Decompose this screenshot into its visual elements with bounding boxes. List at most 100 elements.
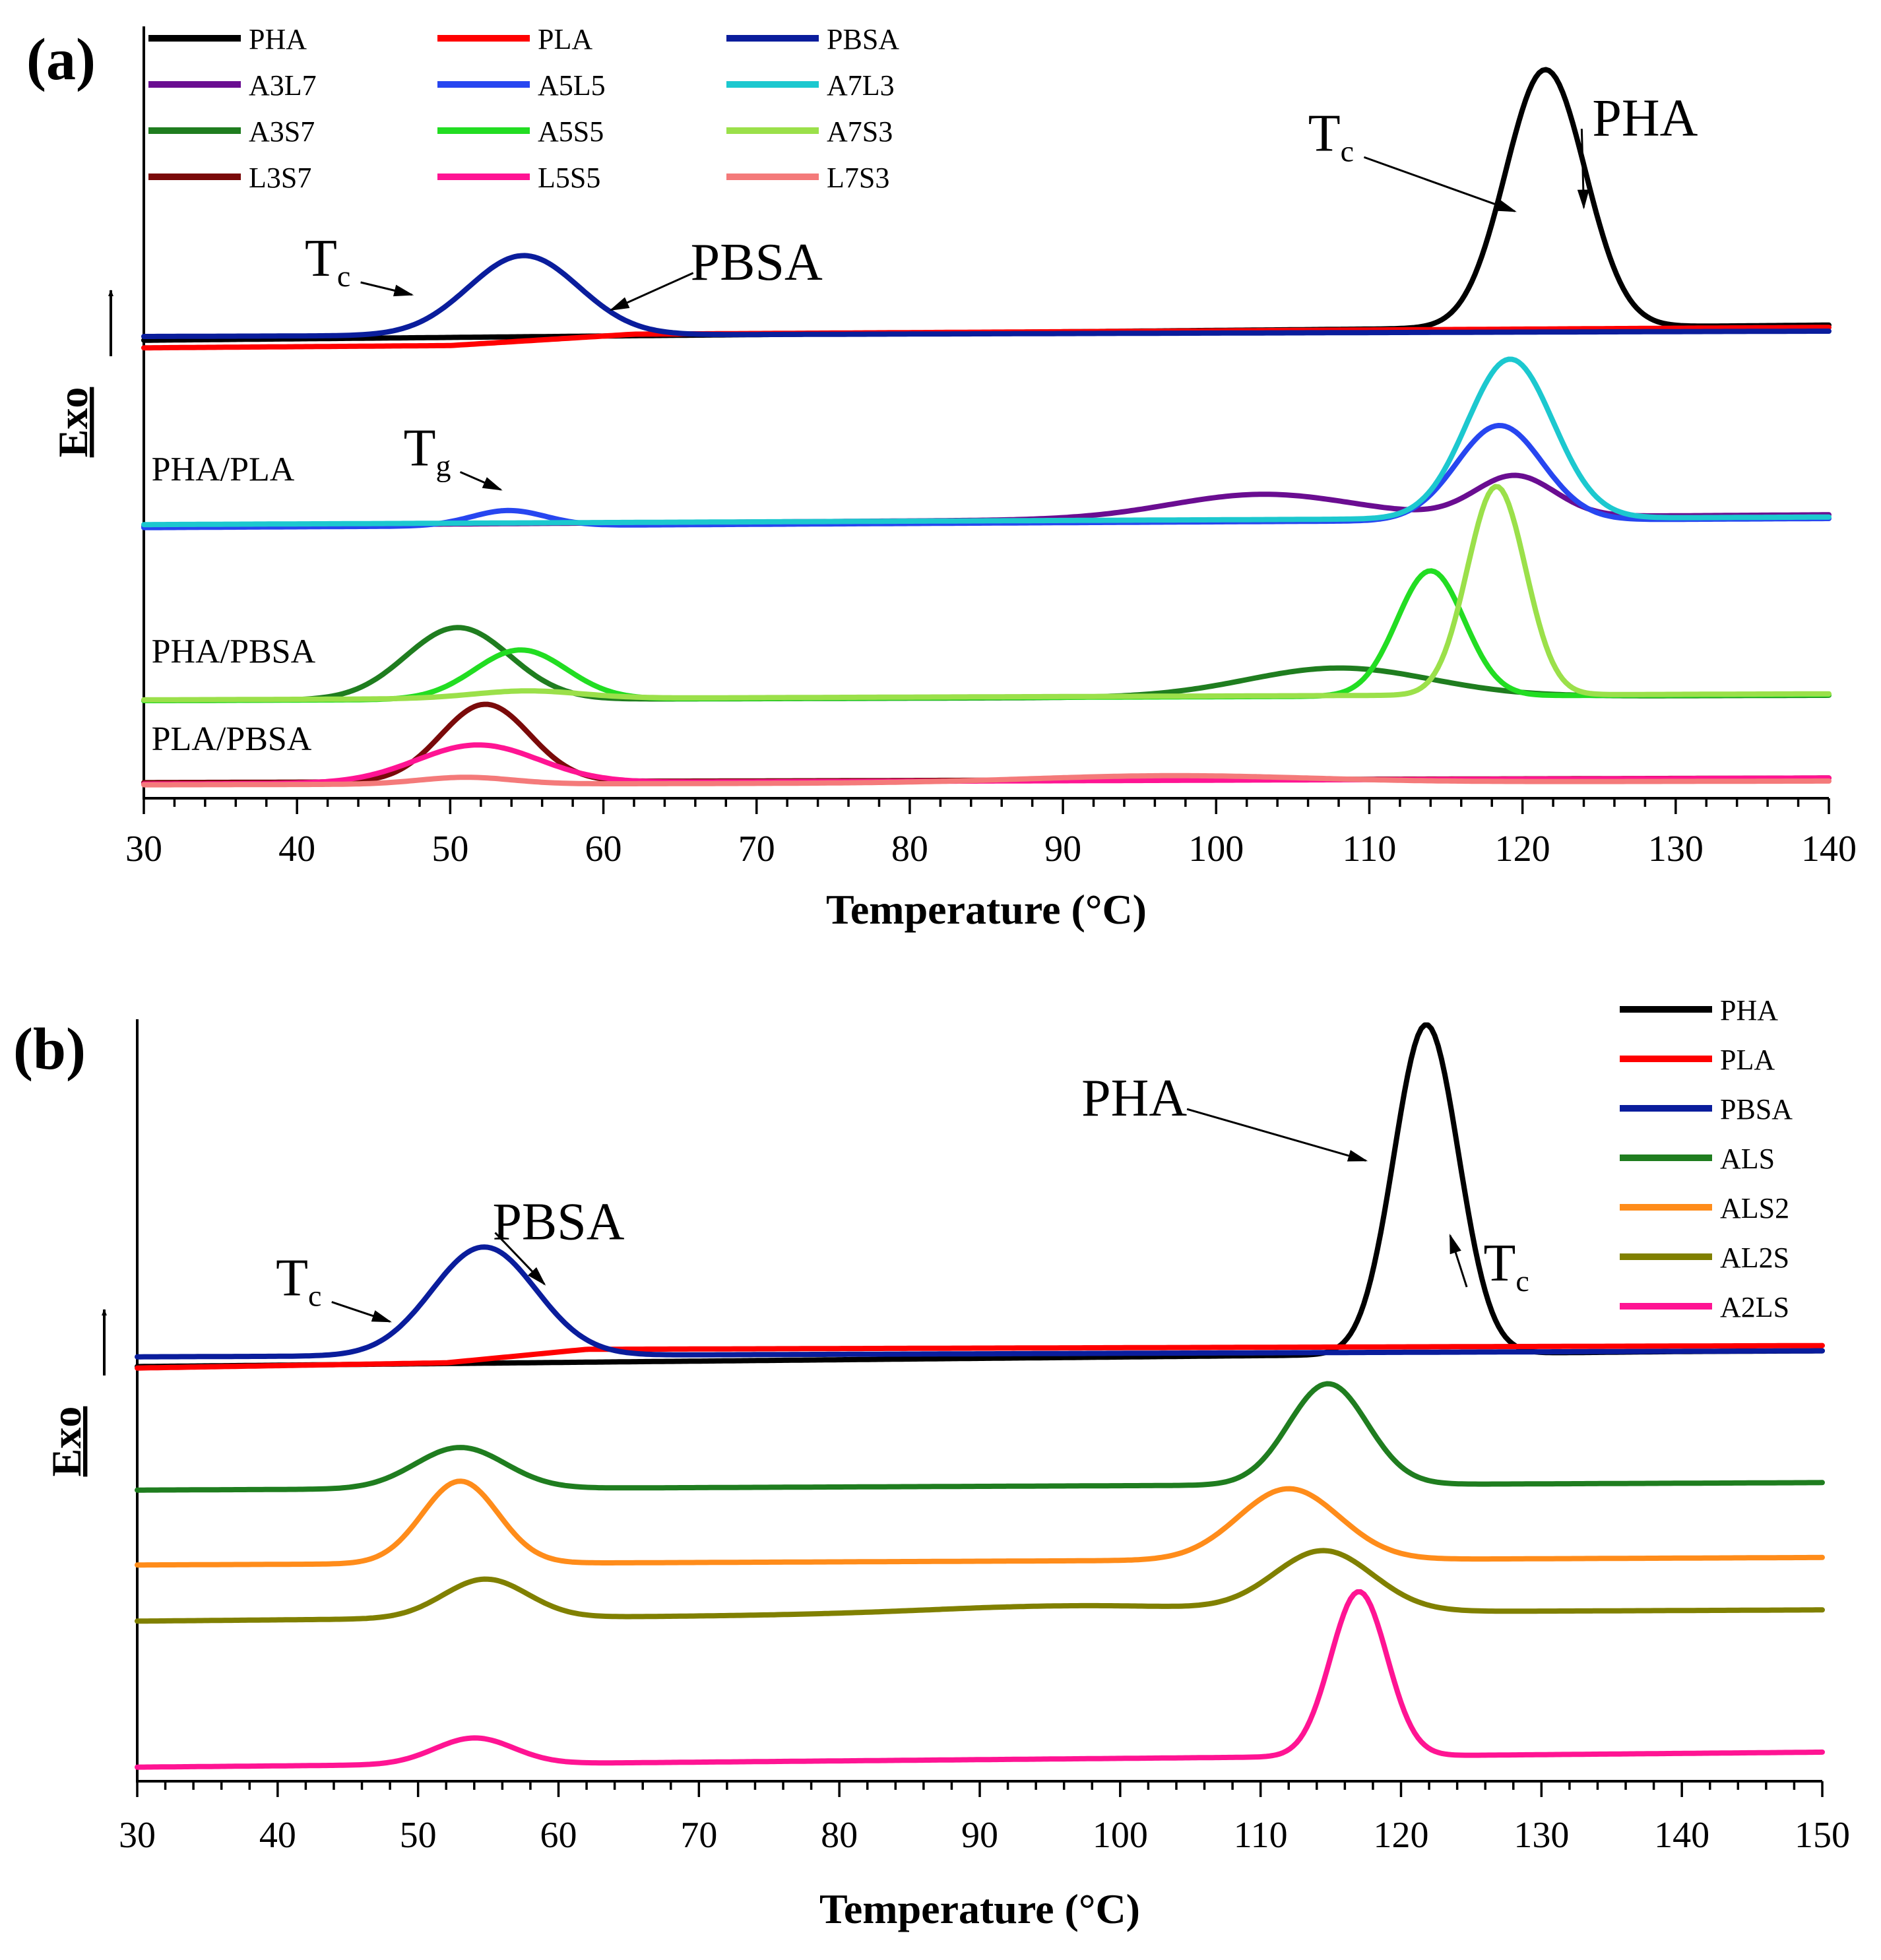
legend-entry: PBSA <box>726 23 899 55</box>
annotation-text: T <box>305 230 337 288</box>
legend-label: L5S5 <box>538 162 600 194</box>
x-tick-label: 70 <box>738 829 775 869</box>
annotation-arrow <box>1449 1233 1468 1288</box>
x-tick-label: 100 <box>1188 829 1244 869</box>
annotation-subscript: g <box>435 449 451 483</box>
annotation-label: Tc <box>276 1249 321 1313</box>
group-label: PHA/PLA <box>152 451 295 489</box>
legend-label: A3S7 <box>249 115 315 148</box>
chart-panel-a: (a) 30 40 50 60 70 80 90 100 110 120 130 140 Temperat… <box>26 23 1857 933</box>
legend-label: ALS2 <box>1720 1192 1789 1224</box>
annotation-arrow <box>609 272 694 311</box>
x-tick-label: 40 <box>278 829 315 869</box>
legend-label: L3S7 <box>249 162 311 194</box>
annotation-text: PBSA <box>691 234 823 292</box>
annotation-arrow <box>1577 129 1589 210</box>
annotation-label: Tc <box>1308 104 1354 168</box>
x-tick-label: 90 <box>1044 829 1081 869</box>
annotation-arrow <box>1363 156 1517 212</box>
annotation-subscript: c <box>1341 134 1354 168</box>
y-axis-title: Exo <box>43 1407 90 1477</box>
annotation-label: PHA <box>1081 1069 1187 1127</box>
x-tick-label: 30 <box>119 1815 156 1856</box>
annotation-arrow <box>1186 1108 1368 1162</box>
legend-label: L7S3 <box>827 162 889 194</box>
x-tick-label: 130 <box>1514 1815 1569 1856</box>
legend-entry: PHA <box>148 23 307 55</box>
legend-entry: PLA <box>1620 1044 1775 1076</box>
series-line-a2ls <box>135 1589 1825 1770</box>
legend-label: PBSA <box>1720 1093 1793 1125</box>
annotation-label: Tc <box>305 230 350 293</box>
annotation-text: T <box>1308 104 1341 162</box>
annotation-label: Tg <box>404 420 451 483</box>
annotation-text: T <box>404 420 436 478</box>
annotation-text: PHA <box>1081 1069 1187 1127</box>
series-line-als <box>135 1381 1825 1493</box>
legend-entry: PHA <box>1620 994 1778 1027</box>
legend-label: A5L5 <box>538 69 606 102</box>
legend-label: A3L7 <box>249 69 317 102</box>
legend-label: A7S3 <box>827 115 893 148</box>
x-axis-title: Temperature (°C) <box>826 886 1147 933</box>
panel-label: (b) <box>13 1017 86 1082</box>
annotation-label: PBSA <box>691 234 823 292</box>
series-line-a7l3 <box>141 356 1832 528</box>
legend-entry: A2LS <box>1620 1291 1789 1323</box>
x-tick-label: 50 <box>431 829 468 869</box>
panel-label: (a) <box>26 27 96 92</box>
x-tick-label: 120 <box>1495 829 1550 869</box>
x-tick-label: 120 <box>1374 1815 1429 1856</box>
x-tick-label: 70 <box>680 1815 717 1856</box>
x-tick-label: 130 <box>1648 829 1704 869</box>
annotation-subscript: c <box>308 1279 321 1313</box>
series-line-pbsa <box>141 253 1832 339</box>
x-tick-label: 100 <box>1093 1815 1148 1856</box>
series-line-al2s <box>135 1548 1825 1624</box>
legend-entry: A3S7 <box>148 115 315 148</box>
chart-panel-b: (b) 30 40 50 60 70 80 90 100 110 120 130 140 150 Tempe… <box>13 994 1850 1932</box>
series-line-l3s7 <box>141 701 1832 786</box>
legend-label: PHA <box>1720 994 1778 1027</box>
annotation-text: T <box>276 1249 308 1308</box>
legend-label: PHA <box>249 23 307 55</box>
series-line-pbsa <box>135 1244 1825 1360</box>
x-tick-label: 50 <box>400 1815 437 1856</box>
annotation-label: PBSA <box>492 1193 624 1251</box>
x-tick-label: 60 <box>540 1815 577 1856</box>
legend-entry: L3S7 <box>148 162 311 194</box>
annotation-label: Tc <box>1483 1234 1529 1298</box>
y-axis-title-group: Exo <box>43 1407 90 1477</box>
x-tick-label: 110 <box>1234 1815 1288 1856</box>
series-line-pha <box>141 67 1832 343</box>
annotation-subscript: c <box>1515 1264 1529 1298</box>
legend-label: A7L3 <box>827 69 895 102</box>
x-tick-label: 140 <box>1801 829 1857 869</box>
legend-entry: PLA <box>437 23 592 55</box>
legend-entry: AL2S <box>1620 1242 1789 1274</box>
x-tick-label: 80 <box>891 829 928 869</box>
series-line-pla <box>135 1343 1825 1371</box>
series-line-a5l5 <box>141 423 1832 530</box>
annotation-arrow <box>494 1232 546 1286</box>
annotation-text: T <box>1483 1234 1515 1292</box>
legend-entry: A7S3 <box>726 115 893 148</box>
legend-label: PLA <box>1720 1044 1775 1076</box>
group-label: PLA/PBSA <box>152 720 312 758</box>
annotation-arrow <box>360 281 414 297</box>
x-tick-label: 140 <box>1654 1815 1709 1856</box>
legend-entry: ALS <box>1620 1143 1775 1175</box>
legend-entry: ALS2 <box>1620 1192 1789 1224</box>
y-axis-title: Exo <box>49 387 96 458</box>
x-tick-label: 90 <box>961 1815 998 1856</box>
legend-entry: A5L5 <box>437 69 606 102</box>
legend-entry: A3L7 <box>148 69 317 102</box>
annotation-label: PHA <box>1592 89 1698 147</box>
series-line-a5s5 <box>141 568 1832 703</box>
legend-label: A5S5 <box>538 115 604 148</box>
x-tick-label: 60 <box>585 829 622 869</box>
x-tick-label: 80 <box>821 1815 858 1856</box>
legend-entry: L5S5 <box>437 162 600 194</box>
legend-label: AL2S <box>1720 1242 1789 1274</box>
